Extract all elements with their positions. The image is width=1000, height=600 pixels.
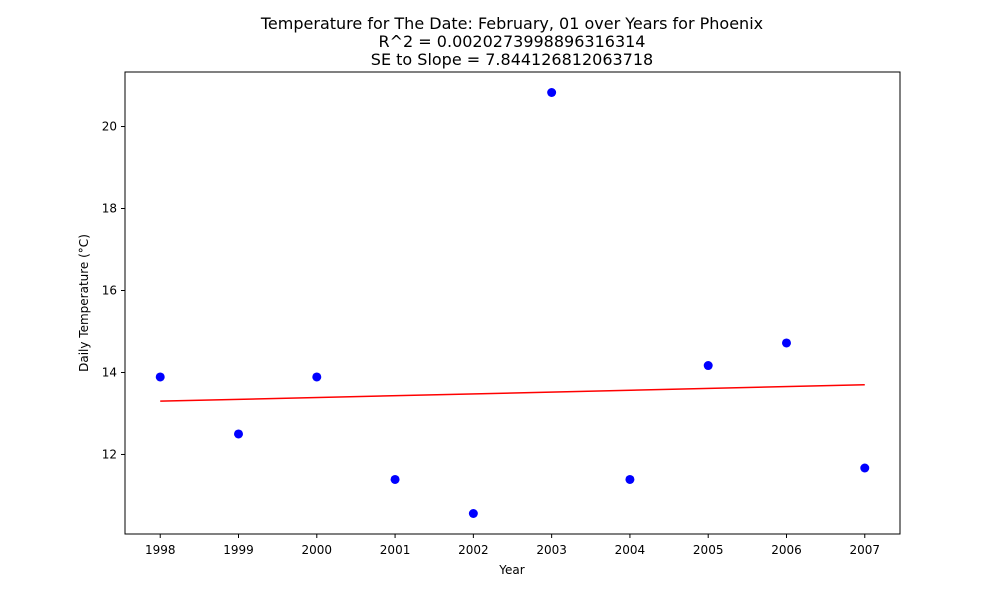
x-tick-label: 2004: [615, 543, 646, 557]
plot-area: 1998 1999 2000 2001 2002 2003 2004 2005 2006 2007…: [102, 71, 901, 557]
title-line-2: R^2 = 0.0020273998896316314: [379, 32, 646, 51]
data-point: [468, 509, 478, 519]
x-tick-label: 2005: [693, 543, 724, 557]
series-layer: [155, 87, 870, 519]
data-point: [312, 372, 322, 382]
x-tick-label: 2001: [380, 543, 411, 557]
y-axis-ticks: 12 14 16 18 20: [102, 120, 125, 461]
data-point: [547, 87, 557, 97]
data-point: [155, 372, 165, 382]
data-point: [390, 474, 400, 484]
plot-frame: [124, 71, 901, 535]
data-point: [234, 429, 244, 439]
title-line-1: Temperature for The Date: February, 01 o…: [260, 14, 763, 33]
x-tick-label: 2007: [849, 543, 880, 557]
x-tick-label: 2002: [458, 543, 489, 557]
title-line-3: SE to Slope = 7.844126812063718: [371, 50, 653, 69]
y-tick-label: 14: [102, 365, 117, 379]
y-tick-label: 12: [102, 447, 117, 461]
y-tick-label: 20: [102, 120, 117, 134]
data-point: [860, 463, 870, 473]
y-axis-label: Daily Temperature (°C): [77, 234, 91, 372]
x-tick-label: 2006: [771, 543, 802, 557]
x-tick-label: 1999: [223, 543, 254, 557]
data-point: [703, 361, 713, 371]
x-tick-label: 2000: [302, 543, 333, 557]
trend-line: [160, 384, 865, 402]
x-tick-label: 1998: [145, 543, 176, 557]
data-point: [625, 474, 635, 484]
x-axis-label: Year: [498, 563, 524, 577]
chart-title: Temperature for The Date: February, 01 o…: [260, 14, 763, 69]
x-axis-ticks: 1998 1999 2000 2001 2002 2003 2004 2005 2006 2007: [145, 534, 880, 557]
x-tick-label: 2003: [536, 543, 567, 557]
y-tick-label: 16: [102, 283, 117, 297]
y-tick-label: 18: [102, 202, 117, 216]
data-point: [781, 338, 791, 348]
